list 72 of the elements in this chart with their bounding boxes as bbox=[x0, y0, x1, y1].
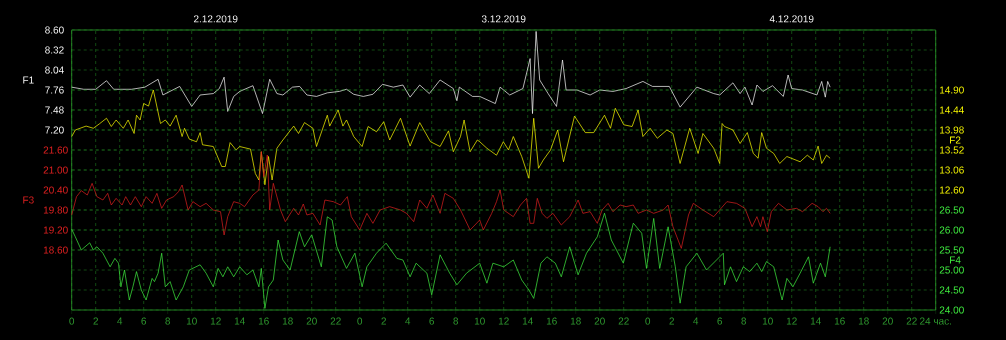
y2-axis-title: F2 bbox=[950, 136, 961, 144]
x-tick-label: 4 bbox=[117, 317, 123, 325]
x2-tick-label: 2.12.2019 bbox=[193, 15, 238, 23]
y2-tick-label: 13.06 bbox=[940, 166, 964, 174]
line-series bbox=[71, 151, 831, 249]
y-tick-label: 19.20 bbox=[43, 226, 68, 234]
x-tick-label: 22 bbox=[618, 317, 629, 325]
y2-tick-label: 24.00 bbox=[939, 306, 964, 314]
x-tick-label: 16 bbox=[258, 317, 269, 325]
y-axis-title: F3 bbox=[23, 196, 34, 204]
x-tick-label: 20 bbox=[594, 317, 605, 325]
line-series bbox=[71, 31, 831, 114]
x-tick-label: 10 bbox=[762, 317, 773, 325]
x-tick-label: 6 bbox=[429, 317, 435, 325]
x-tick-label: 0 bbox=[69, 317, 75, 325]
y-tick-label: 8.60 bbox=[45, 26, 64, 34]
x-tick-label: 20 bbox=[882, 317, 893, 325]
x-tick-label: 14 bbox=[234, 317, 245, 325]
y-tick-label: 8.04 bbox=[45, 66, 64, 74]
y2-tick-label: 25.00 bbox=[939, 266, 964, 274]
y-tick-label: 7.48 bbox=[45, 106, 64, 114]
x-tick-label: 0 bbox=[645, 317, 651, 325]
x-tick-label: 10 bbox=[186, 317, 197, 325]
y-tick-label: 20.40 bbox=[43, 186, 68, 194]
y-tick-label: 8.32 bbox=[45, 46, 64, 54]
y-tick-label: 7.76 bbox=[45, 86, 64, 94]
x-tick-label: 14 bbox=[522, 317, 533, 325]
x2-tick-label: 4.12.2019 bbox=[769, 15, 814, 23]
line-series bbox=[71, 89, 831, 186]
x-tick-label: 16 bbox=[546, 317, 557, 325]
x-tick-label: 10 bbox=[474, 317, 485, 325]
x-tick-label: 8 bbox=[453, 317, 459, 325]
x-tick-label: 22 bbox=[330, 317, 341, 325]
y-tick-label: 7.20 bbox=[45, 126, 64, 134]
y2-tick-label: 12.60 bbox=[940, 186, 964, 194]
y2-tick-label: 14.90 bbox=[940, 86, 964, 94]
x-tick-label: 2 bbox=[381, 317, 386, 325]
x-tick-label: 12 bbox=[786, 317, 797, 325]
x-tick-label: 20 bbox=[306, 317, 317, 325]
x-tick-label: 12 bbox=[498, 317, 509, 325]
x-tick-label: 18 bbox=[858, 317, 869, 325]
x-tick-label: 18 bbox=[570, 317, 581, 325]
x2-tick-label: 3.12.2019 bbox=[481, 15, 526, 23]
y2-axis-title: F4 bbox=[950, 256, 961, 264]
y2-tick-label: 25.50 bbox=[939, 246, 964, 254]
x-tick-label: 0 bbox=[357, 317, 363, 325]
x-tick-label: 18 bbox=[282, 317, 293, 325]
y-axis-title: F1 bbox=[23, 76, 34, 84]
y-tick-label: 18.60 bbox=[43, 246, 68, 254]
x-tick-label: 16 bbox=[834, 317, 845, 325]
y2-tick-label: 26.50 bbox=[939, 206, 964, 214]
y2-tick-label: 26.00 bbox=[939, 226, 964, 234]
x-tick-label: 14 bbox=[810, 317, 821, 325]
x-tick-label: 22 bbox=[906, 317, 917, 325]
y2-tick-label: 13.98 bbox=[940, 126, 964, 134]
x-tick-label: 4 bbox=[405, 317, 411, 325]
x-tick-label: 8 bbox=[741, 317, 747, 325]
y-tick-label: 21.00 bbox=[43, 166, 68, 174]
x-tick-label: 12 bbox=[210, 317, 221, 325]
x-tick-label: 2 bbox=[93, 317, 98, 325]
y-tick-label: 21.60 bbox=[43, 146, 68, 154]
x-tick-label: 24 час. bbox=[919, 317, 952, 325]
y-tick-label: 19.80 bbox=[43, 206, 68, 214]
x-tick-label: 6 bbox=[717, 317, 723, 325]
x-tick-label: 2 bbox=[669, 317, 674, 325]
line-series bbox=[71, 212, 831, 309]
y2-tick-label: 14.44 bbox=[940, 106, 964, 114]
x-tick-label: 4 bbox=[693, 317, 699, 325]
x-tick-label: 6 bbox=[141, 317, 147, 325]
y2-tick-label: 24.50 bbox=[939, 286, 964, 294]
x-tick-label: 8 bbox=[165, 317, 171, 325]
y2-tick-label: 13.52 bbox=[940, 146, 964, 154]
